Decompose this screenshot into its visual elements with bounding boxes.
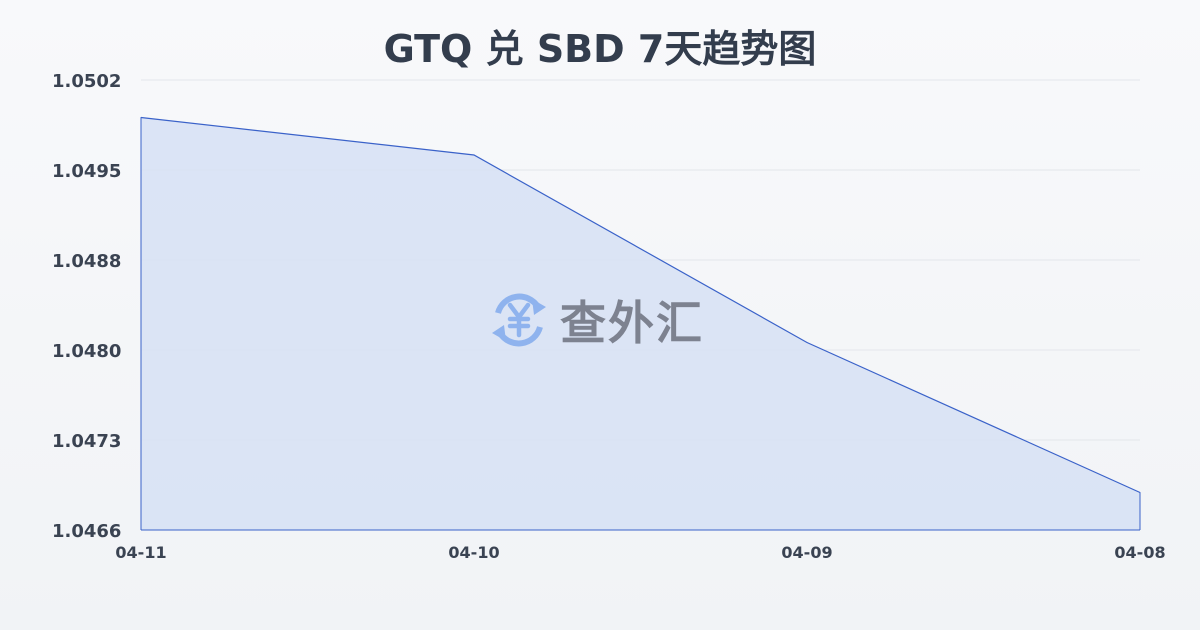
data-point <box>473 154 475 156</box>
x-tick-label: 04-08 <box>1114 543 1165 562</box>
chart-title: GTQ 兑 SBD 7天趋势图 <box>383 27 817 71</box>
data-point <box>1139 492 1141 493</box>
data-point <box>806 342 808 343</box>
y-tick-label: 1.0495 <box>52 161 121 182</box>
y-tick-label: 1.0473 <box>52 431 121 452</box>
watermark: 查外汇 <box>488 287 704 353</box>
y-tick-label: 1.0466 <box>52 521 121 542</box>
x-tick-label: 04-10 <box>448 543 499 562</box>
y-tick-label: 1.0502 <box>52 71 121 92</box>
series-line <box>140 116 1141 494</box>
yen-exchange-icon <box>492 293 546 347</box>
watermark-text: 查外汇 <box>560 296 704 350</box>
area-fill <box>141 117 1140 530</box>
y-tick-label: 1.0480 <box>52 341 121 362</box>
x-tick-label: 04-11 <box>115 543 166 562</box>
x-tick-label: 04-09 <box>781 543 832 562</box>
y-tick-label: 1.0488 <box>52 251 121 272</box>
data-point <box>140 117 142 118</box>
